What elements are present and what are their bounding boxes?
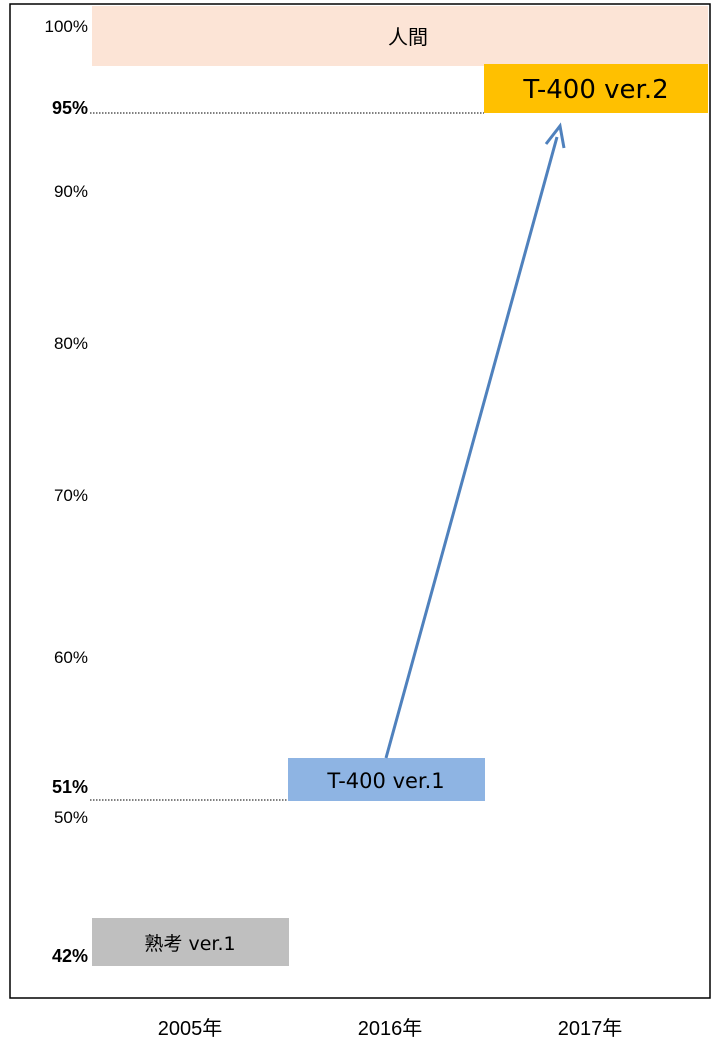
bar-jukkou-v1: [92, 918, 289, 966]
improvement-arrow-head: [544, 122, 566, 149]
x-category-label: 2017年: [558, 1017, 623, 1040]
x-category-label: 2016年: [358, 1017, 423, 1040]
y-tick-label: 80%: [54, 334, 88, 353]
y-tick-label: 60%: [54, 648, 88, 667]
improvement-arrow-line: [384, 136, 559, 759]
y-tick-label: 50%: [54, 808, 88, 827]
human-reference-band: [92, 6, 708, 66]
y-tick-label: 90%: [54, 182, 88, 201]
y-tick-label: 51%: [52, 777, 88, 797]
y-tick-label: 70%: [54, 486, 88, 505]
bar-t400-v1: [288, 758, 485, 801]
bar-label: T-400 ver.1: [326, 769, 444, 793]
y-tick-label: 42%: [52, 946, 88, 966]
chart-frame: [9, 3, 711, 999]
bar-label: T-400 ver.2: [522, 75, 668, 105]
human-reference-label: 人間: [388, 25, 428, 49]
bar-label: 熟考 ver.1: [144, 933, 235, 955]
y-tick-label: 100%: [45, 17, 88, 36]
bar-t400-v2: [484, 64, 708, 113]
x-category-label: 2005年: [158, 1017, 223, 1040]
y-tick-label: 95%: [52, 98, 88, 118]
